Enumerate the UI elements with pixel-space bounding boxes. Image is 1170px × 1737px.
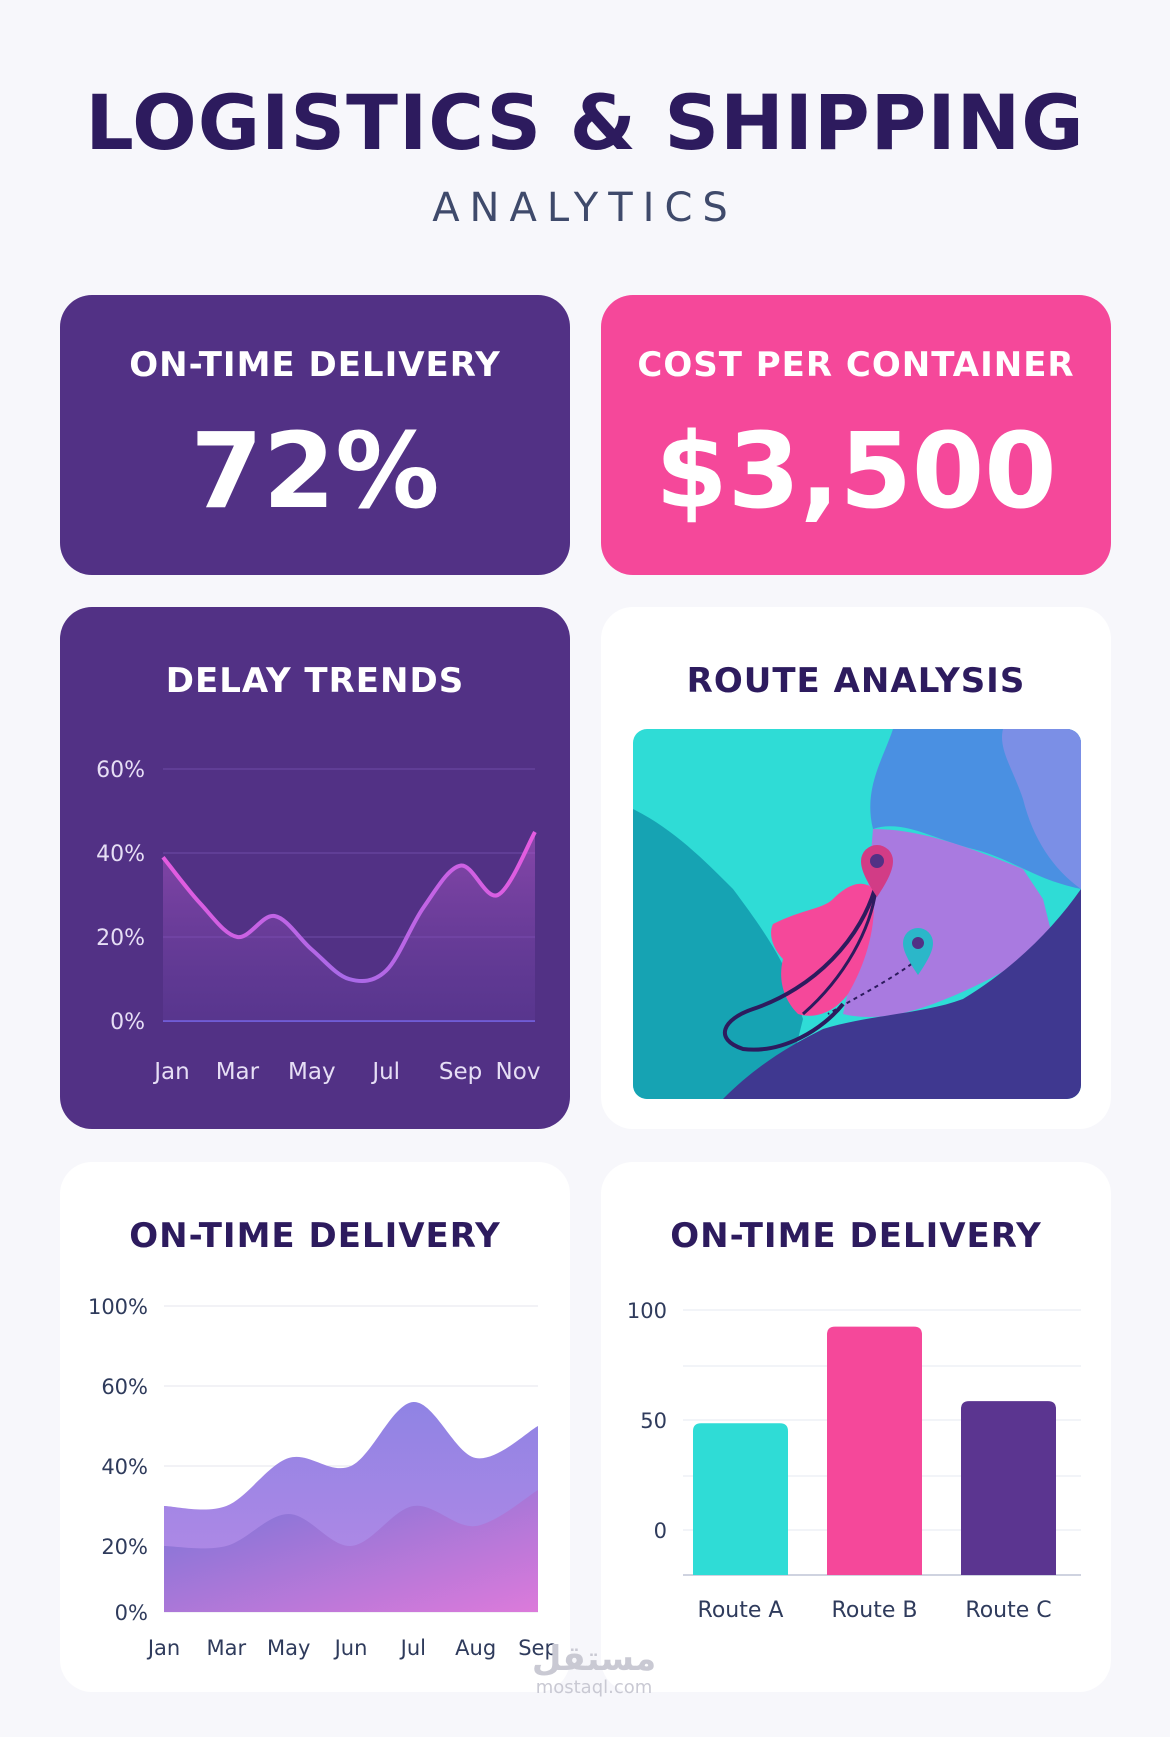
y-tick-label: 60%: [96, 758, 145, 783]
on-time-kpi-card: ON-TIME DELIVERY 72%: [60, 295, 570, 575]
kpi-value: $3,500: [655, 410, 1057, 532]
map-region-pink: [771, 883, 874, 1016]
bar-route-b: [827, 1326, 922, 1575]
chart-title: DELAY TRENDS: [165, 661, 465, 701]
page-title: LOGISTICS & SHIPPING: [85, 78, 1085, 167]
y-tick-label: 60%: [101, 1375, 148, 1399]
x-tick-label: Jun: [333, 1636, 368, 1660]
y-tick-label: 40%: [101, 1455, 148, 1479]
y-tick-label: 40%: [96, 842, 145, 867]
map-title: ROUTE ANALYSIS: [686, 661, 1026, 701]
on-time-area-card: ON-TIME DELIVERY 100% 60% 40% 20% 0% Jan Mar Ma…: [60, 1162, 570, 1692]
route-map: [633, 729, 1081, 1099]
x-tick-label: May: [288, 1059, 336, 1085]
cost-kpi-card: COST PER CONTAINER $3,500: [601, 295, 1111, 575]
delay-trends-chart: 60% 40% 20% 0% Jan Mar May Jul Sep Nov: [96, 758, 541, 1085]
chart-title: ON-TIME DELIVERY: [670, 1216, 1042, 1256]
page-subtitle: ANALYTICS: [432, 185, 738, 231]
x-tick-label: Sep: [439, 1059, 482, 1085]
on-time-bar-chart: 100 50 0 Route A Route B Route C: [627, 1299, 1081, 1623]
watermark: مستقل mostaql.com: [514, 1640, 674, 1698]
map-region-teal: [633, 809, 803, 1099]
y-tick-label: 0: [654, 1519, 667, 1543]
x-tick-label: Jan: [146, 1636, 180, 1660]
y-tick-label: 100%: [88, 1295, 148, 1319]
watermark-arabic: مستقل: [531, 1639, 657, 1679]
x-tick-label: Jul: [399, 1636, 426, 1660]
kpi-label: COST PER CONTAINER: [637, 345, 1075, 385]
x-tick-label: Mar: [216, 1059, 260, 1085]
chart-title: ON-TIME DELIVERY: [129, 1216, 501, 1256]
kpi-label: ON-TIME DELIVERY: [129, 345, 501, 385]
bar-route-a: [693, 1423, 788, 1575]
delay-trend-line: [161, 830, 537, 984]
kpi-value: 72%: [190, 410, 440, 532]
x-tick-label: Jul: [370, 1059, 400, 1085]
on-time-bar-card: ON-TIME DELIVERY 100 50 0 Route A Route B Rou…: [601, 1162, 1111, 1692]
watermark-latin: mostaql.com: [535, 1677, 653, 1698]
x-tick-label: Route A: [698, 1598, 784, 1623]
x-tick-label: Route C: [965, 1598, 1051, 1623]
delay-area-fill: [163, 832, 535, 1021]
pin-icon: [903, 928, 933, 975]
route-analysis-card: ROUTE ANALYSIS: [601, 607, 1111, 1129]
y-tick-label: 20%: [96, 926, 145, 951]
bar-route-c: [961, 1401, 1056, 1575]
y-tick-label: 20%: [101, 1535, 148, 1559]
x-tick-label: Route B: [832, 1598, 918, 1623]
x-tick-label: May: [267, 1636, 310, 1660]
y-tick-label: 100: [627, 1299, 667, 1323]
delay-trends-card: DELAY TRENDS 60% 40% 20% 0% Jan Mar May Jul Sep N…: [60, 607, 570, 1129]
route-line: [722, 880, 879, 1052]
x-tick-label: Nov: [496, 1059, 541, 1085]
on-time-area-chart: 100% 60% 40% 20% 0% Jan Mar May Jun Jul Aug Sep: [88, 1295, 558, 1660]
x-tick-label: Jan: [152, 1059, 189, 1085]
pin-icon: [861, 845, 893, 897]
x-tick-label: Mar: [207, 1636, 247, 1660]
y-tick-label: 0%: [110, 1010, 145, 1035]
map-region-navy: [723, 889, 1081, 1099]
route-line: [827, 958, 919, 1015]
y-tick-label: 50: [640, 1409, 667, 1433]
y-tick-label: 0%: [115, 1601, 148, 1625]
area-series-2: [164, 1490, 538, 1612]
map-region-periphery: [1002, 729, 1081, 889]
route-line: [802, 880, 879, 1016]
map-region-lilac: [843, 829, 1053, 1017]
x-tick-label: Sep: [518, 1636, 558, 1660]
x-tick-label: Aug: [455, 1636, 496, 1660]
